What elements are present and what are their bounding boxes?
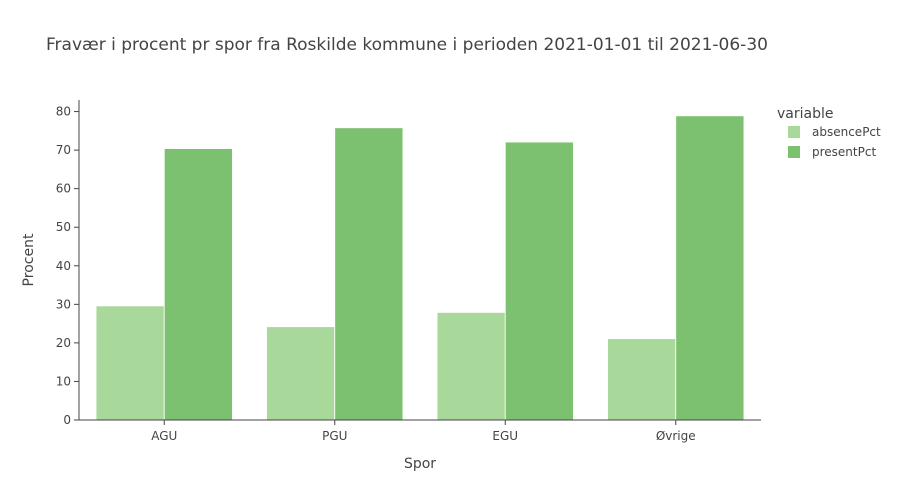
legend-title: variable bbox=[777, 106, 833, 122]
y-tick-label: 30 bbox=[56, 297, 71, 311]
y-axis-ticks: 0 10 20 30 40 50 60 70 80 bbox=[56, 105, 79, 427]
legend: variable absencePct presentPct bbox=[777, 106, 881, 159]
bar-absencePct-2 bbox=[266, 326, 336, 421]
bar-presentPct-4 bbox=[675, 115, 745, 421]
y-tick-label: 20 bbox=[56, 336, 71, 350]
legend-swatch-presentPct bbox=[788, 146, 800, 158]
bar-absencePct-4 bbox=[607, 338, 677, 421]
legend-label-absencePct: absencePct bbox=[812, 125, 881, 139]
x-tick-label: PGU bbox=[322, 429, 347, 443]
x-tick-label: EGU bbox=[492, 429, 518, 443]
x-tick-label: Øvrige bbox=[656, 429, 696, 443]
bar-presentPct-2 bbox=[334, 127, 404, 421]
bar-presentPct-3 bbox=[504, 141, 574, 421]
y-axis-label: Procent bbox=[21, 233, 37, 286]
plot-area bbox=[95, 115, 745, 421]
chart-title: Fravær i procent pr spor fra Roskilde ko… bbox=[46, 35, 768, 55]
legend-label-presentPct: presentPct bbox=[812, 145, 876, 159]
y-tick-label: 0 bbox=[63, 413, 71, 427]
y-tick-label: 40 bbox=[56, 259, 71, 273]
y-tick-label: 50 bbox=[56, 220, 71, 234]
bar-absencePct-1 bbox=[95, 305, 165, 421]
y-tick-label: 70 bbox=[56, 143, 71, 157]
y-tick-label: 60 bbox=[56, 182, 71, 196]
x-axis-ticks: AGU PGU EGU Øvrige bbox=[151, 420, 696, 443]
x-tick-label: AGU bbox=[151, 429, 177, 443]
bar-absencePct-3 bbox=[436, 312, 506, 421]
bar-presentPct-1 bbox=[163, 148, 233, 421]
y-tick-label: 10 bbox=[56, 374, 71, 388]
y-tick-label: 80 bbox=[56, 105, 71, 119]
x-axis-label: Spor bbox=[404, 456, 436, 472]
legend-swatch-absencePct bbox=[788, 126, 800, 138]
